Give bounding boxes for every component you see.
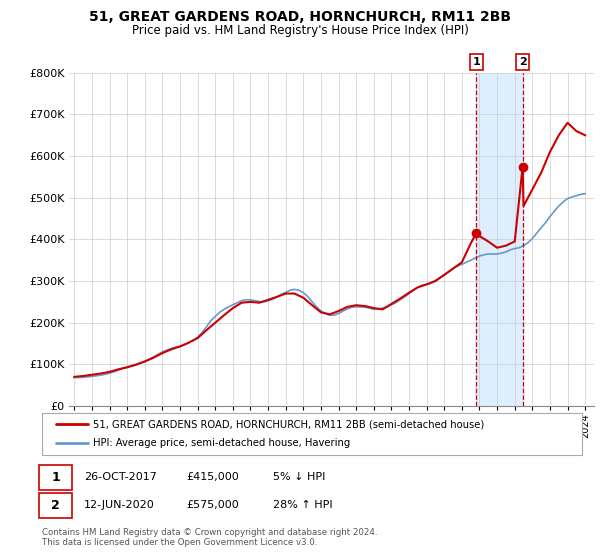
- Text: 26-OCT-2017: 26-OCT-2017: [84, 472, 157, 482]
- Text: 1: 1: [472, 57, 480, 67]
- Text: HPI: Average price, semi-detached house, Havering: HPI: Average price, semi-detached house,…: [94, 438, 350, 449]
- Text: £575,000: £575,000: [186, 500, 239, 510]
- Text: 1: 1: [51, 470, 60, 484]
- Text: 12-JUN-2020: 12-JUN-2020: [84, 500, 155, 510]
- Text: 2: 2: [519, 57, 527, 67]
- Text: 51, GREAT GARDENS ROAD, HORNCHURCH, RM11 2BB: 51, GREAT GARDENS ROAD, HORNCHURCH, RM11…: [89, 10, 511, 24]
- Text: Price paid vs. HM Land Registry's House Price Index (HPI): Price paid vs. HM Land Registry's House …: [131, 24, 469, 36]
- Text: 2: 2: [51, 498, 60, 512]
- Bar: [476, 73, 523, 406]
- Text: £415,000: £415,000: [186, 472, 239, 482]
- Text: 28% ↑ HPI: 28% ↑ HPI: [273, 500, 332, 510]
- Text: 5% ↓ HPI: 5% ↓ HPI: [273, 472, 325, 482]
- Text: 51, GREAT GARDENS ROAD, HORNCHURCH, RM11 2BB (semi-detached house): 51, GREAT GARDENS ROAD, HORNCHURCH, RM11…: [94, 419, 485, 429]
- Text: Contains HM Land Registry data © Crown copyright and database right 2024.
This d: Contains HM Land Registry data © Crown c…: [42, 528, 377, 547]
